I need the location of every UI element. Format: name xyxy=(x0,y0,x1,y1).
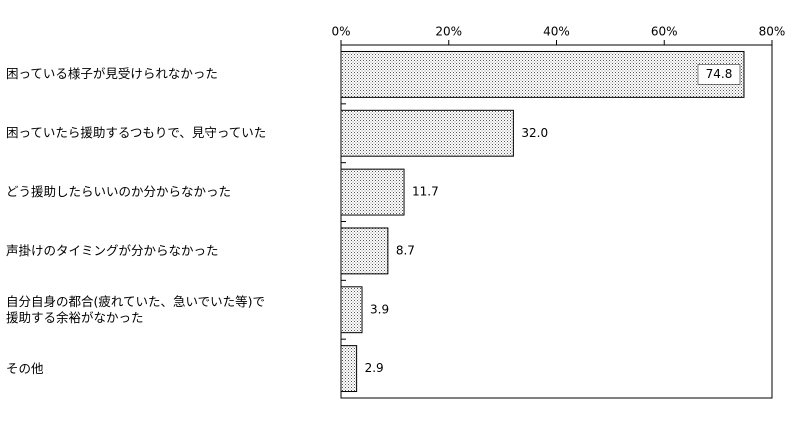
bar xyxy=(340,345,358,393)
value-label: 11.7 xyxy=(412,185,439,199)
bar xyxy=(340,50,745,98)
x-tick-label: 80% xyxy=(759,25,786,39)
value-label: 74.8 xyxy=(706,67,733,81)
category-label: どう援助したらいいのか分からなかった xyxy=(6,184,232,200)
x-tick-label: 40% xyxy=(543,25,570,39)
bar xyxy=(340,227,389,275)
value-label: 32.0 xyxy=(521,126,548,140)
category-label: 困っている様子が見受けられなかった xyxy=(6,66,218,82)
value-label-box xyxy=(697,64,741,85)
x-tick-label: 60% xyxy=(651,25,678,39)
value-label: 2.9 xyxy=(365,361,384,375)
category-label: 自分自身の都合(疲れていた、急いでいた等)で 援助する余裕がなかった xyxy=(6,293,266,325)
bar xyxy=(340,286,363,334)
category-label: 声掛けのタイミングが分からなかった xyxy=(6,242,219,258)
category-label: その他 xyxy=(6,360,44,376)
value-label: 3.9 xyxy=(370,302,389,316)
plot-frame xyxy=(340,44,773,399)
value-label: 8.7 xyxy=(396,243,415,257)
category-label: 困っていたら援助するつもりで、見守っていた xyxy=(6,125,267,141)
x-tick-label: 0% xyxy=(331,25,350,39)
bar xyxy=(340,168,405,216)
bar xyxy=(340,109,514,157)
x-tick-label: 20% xyxy=(435,25,462,39)
